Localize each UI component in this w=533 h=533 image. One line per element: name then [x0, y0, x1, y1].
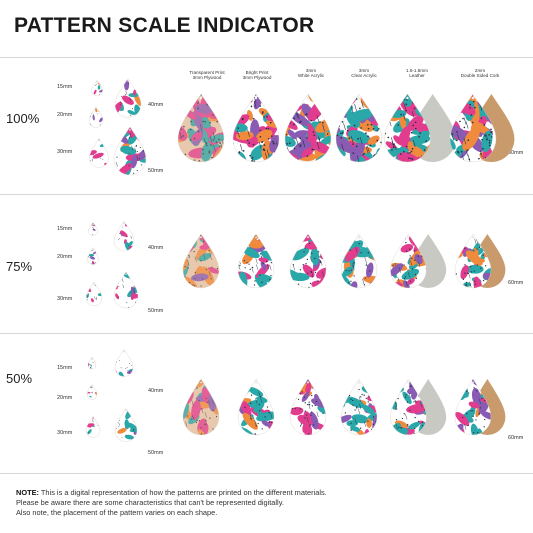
size-sample-earring — [113, 126, 147, 176]
earring-transparent-plywood — [182, 233, 220, 289]
size-sample-earring — [86, 384, 98, 400]
note-line-2: Please be aware there are some character… — [16, 498, 284, 507]
material-label-transparent-plywood: Transparent Print 3mm Plywood — [189, 70, 225, 81]
material-label-leather: 1.6-1.8mm Leather — [406, 68, 428, 79]
size-sample-earring — [113, 271, 139, 309]
size-label-30: 30mm — [57, 296, 73, 302]
earring-leather — [390, 378, 427, 436]
note-line-3: Also note, the placement of the pattern … — [16, 508, 218, 517]
size-label-30: 30mm — [57, 430, 73, 436]
size-label-40: 40mm — [148, 102, 164, 108]
size-sample-earring — [114, 408, 138, 442]
size-label-15: 15mm — [57, 226, 73, 232]
size-sample-earring — [88, 106, 104, 128]
size-label-30: 30mm — [57, 149, 73, 155]
material-label-white-acrylic: 3mm White Acrylic — [297, 68, 325, 79]
size-sample-earring — [114, 78, 142, 118]
size-label-50: 50mm — [148, 308, 164, 314]
earring-clear-acrylic — [340, 233, 378, 289]
size-label-15: 15mm — [57, 365, 73, 371]
earring-leather — [384, 93, 431, 163]
size-sample-earring — [89, 138, 109, 168]
earring-transparent-plywood — [177, 93, 225, 163]
divider-bottom — [0, 473, 533, 474]
size-sample-earring — [91, 79, 103, 97]
note-line-1: This is a digital representation of how … — [40, 488, 327, 497]
material-label-clear-acrylic: 3mm Clear Acrylic — [351, 68, 377, 79]
size-label-40: 40mm — [148, 388, 164, 394]
size-label-15: 15mm — [57, 84, 73, 90]
note-block: NOTE: This is a digital representation o… — [16, 488, 327, 518]
size-sample-earring — [114, 349, 134, 377]
earring-white-acrylic — [289, 378, 327, 436]
earring-white-acrylic — [289, 233, 327, 289]
size-sample-earring — [85, 281, 103, 307]
earring-bright-plywood — [237, 233, 275, 289]
material-label-cork: 2mm Double Sided Cork — [460, 68, 500, 79]
scale-label-50: 50% — [6, 371, 33, 386]
divider-2 — [0, 333, 533, 334]
size-sample-earring — [85, 416, 101, 438]
size-label-40: 40mm — [148, 245, 164, 251]
size-label-60: 60mm — [508, 435, 524, 441]
size-label-20: 20mm — [57, 254, 73, 260]
size-sample-earring — [88, 222, 98, 236]
earring-bright-plywood — [232, 93, 280, 163]
size-label-50: 50mm — [148, 450, 164, 456]
note-label: NOTE: — [16, 488, 39, 497]
material-label-bright-plywood: Bright Print 3mm Plywood — [242, 70, 272, 81]
size-sample-earring — [87, 247, 99, 265]
size-label-60: 60mm — [508, 280, 524, 286]
divider-1 — [0, 194, 533, 195]
scale-label-100: 100% — [6, 111, 40, 126]
earring-transparent-plywood — [182, 378, 220, 436]
earring-white-acrylic — [284, 93, 332, 163]
divider-top — [0, 57, 533, 58]
size-sample-earring — [113, 220, 135, 252]
size-label-20: 20mm — [57, 395, 73, 401]
size-label-20: 20mm — [57, 112, 73, 118]
size-label-60: 60mm — [508, 150, 524, 156]
scale-label-75: 75% — [6, 259, 33, 274]
page-title: PATTERN SCALE INDICATOR — [14, 14, 315, 37]
earring-clear-acrylic — [335, 93, 383, 163]
earring-cork — [454, 233, 492, 289]
earring-clear-acrylic — [340, 378, 378, 436]
size-label-50: 50mm — [148, 168, 164, 174]
earring-bright-plywood — [237, 378, 275, 436]
size-sample-earring — [87, 356, 97, 370]
